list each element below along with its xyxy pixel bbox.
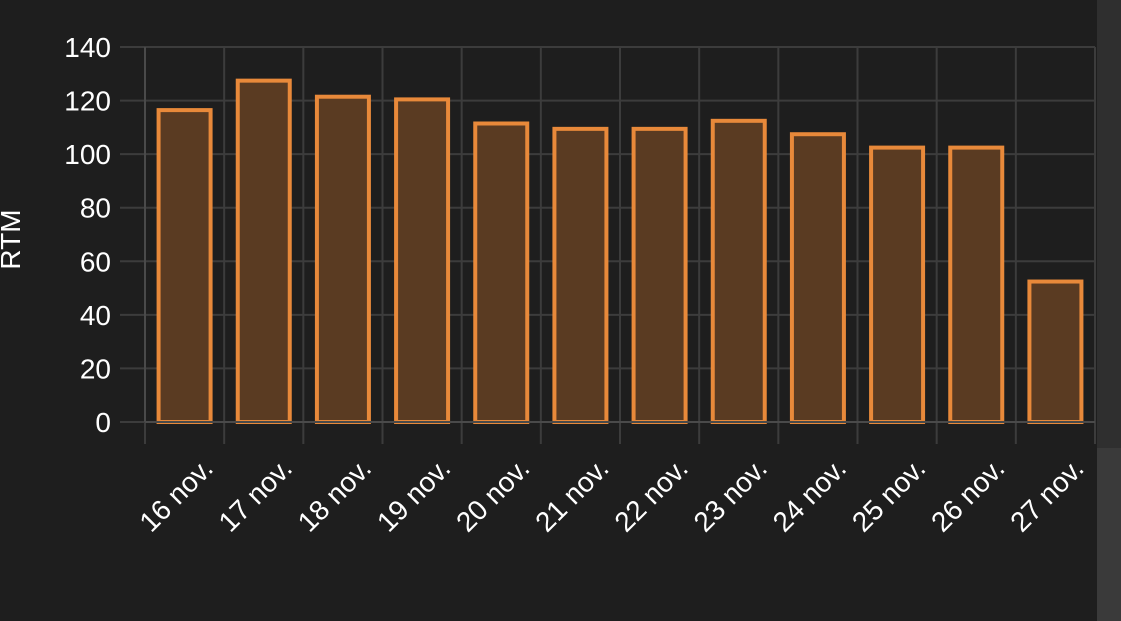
bar: [394, 97, 451, 425]
x-tick-label: 18 nov.: [292, 452, 377, 537]
y-axis-title: RTM: [0, 209, 26, 269]
y-tick-label: 80: [80, 193, 111, 224]
bar: [1027, 279, 1084, 424]
scrollbar-thumb[interactable]: [1097, 0, 1121, 448]
bar: [631, 126, 688, 424]
x-tick-label: 27 nov.: [1004, 452, 1089, 537]
x-tick-label: 26 nov.: [925, 452, 1010, 537]
bar-chart: 0 20 40 60 80 100 120 140 16 nov.17 nov.18 nov.…: [0, 32, 1096, 538]
y-tick-label: 120: [64, 86, 111, 117]
bar: [869, 145, 926, 424]
y-tick-label: 100: [64, 139, 111, 170]
y-tick-label: 40: [80, 300, 111, 331]
y-tick-labels: 0 20 40 60 80 100 120 140: [64, 32, 111, 438]
bar: [948, 145, 1005, 424]
bar: [552, 126, 609, 424]
bar: [314, 94, 371, 424]
x-tick-label: 17 nov.: [213, 452, 298, 537]
bar: [235, 78, 292, 425]
axes: [120, 46, 1096, 444]
x-tick-label: 21 nov.: [529, 452, 614, 537]
y-tick-label: 60: [80, 246, 111, 277]
x-tick-label: 16 nov.: [133, 452, 218, 537]
y-tick-label: 0: [95, 407, 111, 438]
y-tick-label: 20: [80, 353, 111, 384]
bar: [156, 108, 213, 424]
x-tick-label: 22 nov.: [608, 452, 693, 537]
x-tick-label: 24 nov.: [767, 452, 852, 537]
bar: [473, 121, 530, 424]
grid-lines: [144, 46, 1096, 422]
x-tick-label: 19 nov.: [371, 452, 456, 537]
y-tick-label: 140: [64, 32, 111, 63]
x-tick-labels: 16 nov.17 nov.18 nov.19 nov.20 nov.21 no…: [133, 452, 1089, 537]
x-tick-label: 25 nov.: [846, 452, 931, 537]
bars: [156, 78, 1084, 425]
bar: [710, 118, 767, 424]
x-tick-label: 20 nov.: [450, 452, 535, 537]
bar: [789, 132, 846, 424]
x-tick-label: 23 nov.: [688, 452, 773, 537]
